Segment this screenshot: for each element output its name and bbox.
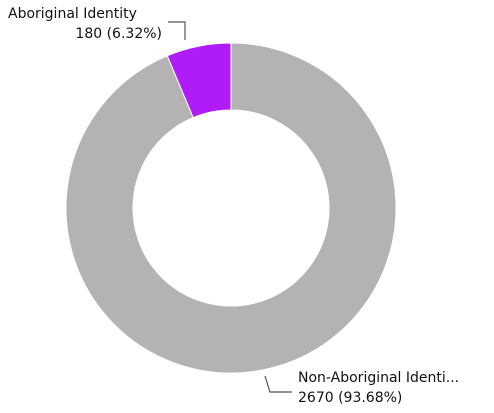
slice-label: Non-Aboriginal Identi...: [298, 370, 459, 386]
slice: [65, 42, 397, 374]
slice-label: Aboriginal Identity: [8, 6, 137, 22]
value-label: 180 (6.32%): [75, 26, 162, 42]
leader-line: [168, 21, 186, 40]
leader-line: [264, 375, 292, 393]
value-label: 2670 (93.68%): [298, 390, 402, 406]
